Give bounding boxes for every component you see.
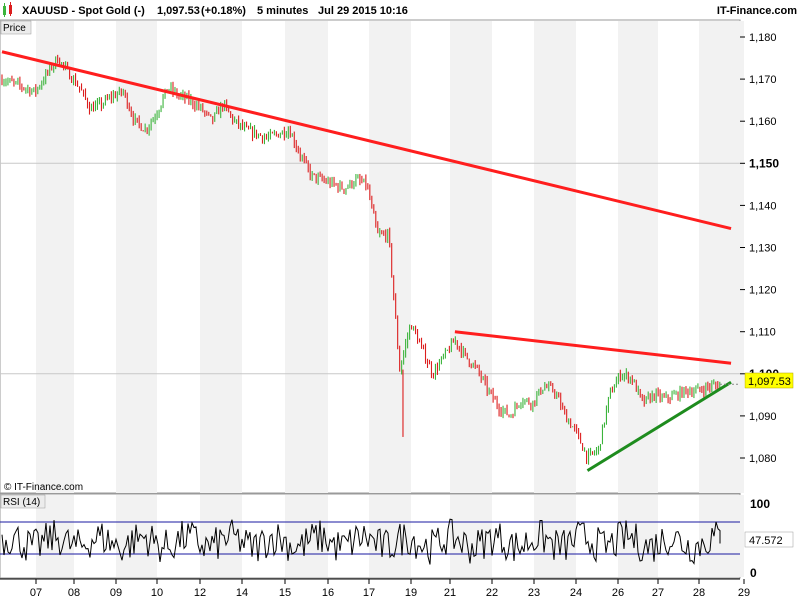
price-tick-label: 1,080 bbox=[749, 453, 777, 465]
red-trendline bbox=[454, 330, 732, 365]
x-tick-label: 22 bbox=[486, 587, 498, 599]
candle-icon bbox=[3, 2, 12, 17]
rsi-day-band bbox=[116, 495, 157, 577]
rsi-day-band bbox=[699, 495, 744, 577]
x-tick-label: 17 bbox=[363, 587, 375, 599]
price-bars bbox=[1, 54, 721, 465]
day-band bbox=[450, 21, 492, 493]
rsi-lower-label: 0 bbox=[750, 566, 757, 580]
price-tick-label: 1,140 bbox=[749, 200, 777, 212]
price-tick-label: 1,130 bbox=[749, 243, 777, 255]
x-tick-label: 26 bbox=[612, 587, 624, 599]
header-symbol: XAUUSD - Spot Gold (-) bbox=[22, 5, 145, 17]
x-tick-label: 14 bbox=[236, 587, 248, 599]
copyright-text: © IT-Finance.com bbox=[4, 482, 83, 493]
price-grid bbox=[0, 162, 740, 375]
x-tick-label: 23 bbox=[528, 587, 540, 599]
price-tick-label: 1,180 bbox=[749, 32, 777, 44]
day-band bbox=[36, 21, 74, 493]
price-tick-label: 1,110 bbox=[749, 327, 776, 339]
x-tick-label: 12 bbox=[194, 587, 206, 599]
header-interval: 5 minutes bbox=[257, 5, 308, 17]
x-tick-label: 08 bbox=[68, 587, 80, 599]
x-tick-label: 28 bbox=[693, 587, 705, 599]
trendlines bbox=[1, 50, 740, 472]
price-bands bbox=[36, 21, 744, 493]
rsi-day-band bbox=[618, 495, 658, 577]
x-tick-label: 16 bbox=[322, 587, 334, 599]
day-band bbox=[699, 21, 744, 493]
rsi-line bbox=[1, 518, 721, 565]
green-trendline bbox=[586, 380, 732, 472]
price-tick-label: 1,090 bbox=[749, 411, 777, 423]
price-axis: 1,180 1,170 1,160 1,150 1,140 1,130 1,120 1,110… bbox=[740, 32, 779, 465]
day-band bbox=[200, 21, 242, 493]
x-tick-label: 10 bbox=[151, 587, 163, 599]
x-tick-label: 09 bbox=[110, 587, 122, 599]
x-tick-label: 29 bbox=[738, 587, 750, 599]
rsi-day-band bbox=[200, 495, 242, 577]
rsi-upper-label: 100 bbox=[750, 497, 770, 511]
red-trendline bbox=[1, 50, 732, 231]
day-band bbox=[285, 21, 328, 493]
rsi-panel-label: RSI (14) bbox=[3, 497, 40, 508]
price-tick-label: 1,150 bbox=[749, 156, 779, 170]
header-last-price: 1,097.53 bbox=[157, 5, 200, 17]
rsi-value-label: 47.572 bbox=[749, 535, 783, 547]
x-tick-label: 27 bbox=[652, 587, 664, 599]
day-band bbox=[369, 21, 411, 493]
day-band bbox=[618, 21, 658, 493]
header-bar: XAUUSD - Spot Gold (-) 1,097.53 (+0.18%)… bbox=[0, 0, 800, 20]
rsi-day-band bbox=[450, 495, 492, 577]
last-price-tag-label: 1,097.53 bbox=[748, 376, 791, 388]
price-panel[interactable]: Price © IT-Finance.com bbox=[0, 19, 744, 494]
price-panel-label: Price bbox=[3, 23, 26, 34]
rsi-day-band bbox=[534, 495, 576, 577]
day-band bbox=[116, 21, 157, 493]
x-tick-label: 07 bbox=[30, 587, 42, 599]
last-price-tag: 1,097.53 bbox=[744, 372, 794, 389]
price-tick-label: 1,120 bbox=[749, 285, 777, 297]
x-tick-label: 19 bbox=[405, 587, 417, 599]
x-axis: 07 08 09 10 12 14 15 16 17 19 21 22 23 24 26 27 28 29 bbox=[0, 578, 750, 599]
rsi-day-band bbox=[369, 495, 411, 577]
x-tick-label: 24 bbox=[570, 587, 582, 599]
header-brand: IT-Finance.com bbox=[717, 5, 797, 17]
day-band bbox=[534, 21, 576, 493]
x-tick-label: 21 bbox=[444, 587, 456, 599]
rsi-axis: 100 0 47.572 bbox=[744, 497, 794, 580]
rsi-panel[interactable]: RSI (14) bbox=[0, 493, 744, 579]
header-change: (+0.18%) bbox=[201, 5, 246, 17]
x-tick-label: 15 bbox=[279, 587, 291, 599]
price-tick-label: 1,160 bbox=[749, 116, 777, 128]
header-datetime: Jul 29 2015 10:16 bbox=[318, 5, 408, 17]
price-tick-label: 1,170 bbox=[749, 74, 777, 86]
